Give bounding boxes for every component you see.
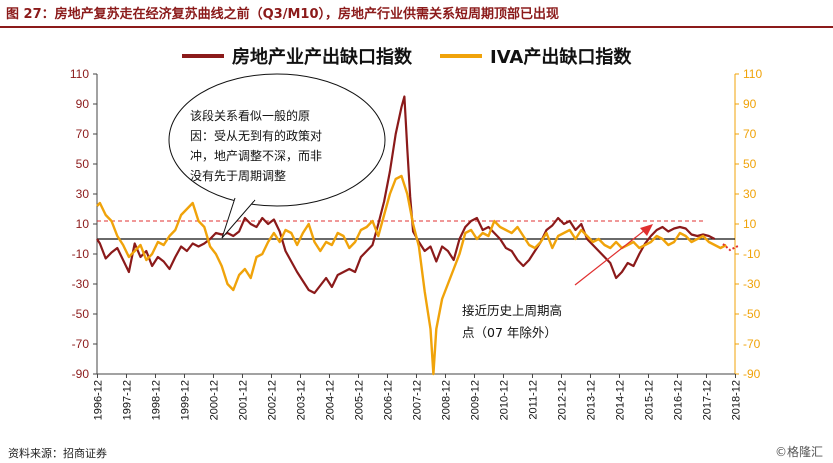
x-tick-label: 2011-12 — [527, 380, 539, 420]
x-tick-label: 2001-12 — [237, 380, 249, 420]
x-tick-label: 2013-12 — [585, 380, 597, 420]
x-tick-label: 2002-12 — [266, 380, 278, 420]
legend-label-2: IVA产出缺口指数 — [490, 46, 632, 68]
left-tick-label: -30 — [72, 277, 90, 291]
x-tick-label: 1998-12 — [150, 380, 162, 420]
right-tick-label: 10 — [743, 217, 757, 231]
x-tick-label: 2006-12 — [382, 380, 394, 420]
left-tick-label: -90 — [72, 367, 90, 381]
x-tick-label: 2017-12 — [701, 380, 713, 420]
source-note: 资料来源：招商证券 — [8, 447, 107, 460]
x-tick-label: 2008-12 — [440, 380, 452, 420]
title-divider — [0, 26, 833, 28]
callout-text-line: 因：受从无到有的政策对 — [190, 128, 322, 143]
left-tick-label: 110 — [70, 67, 89, 81]
callout-bubble — [168, 73, 386, 207]
note-arrow — [574, 229, 646, 286]
right-tick-label: 30 — [743, 187, 757, 201]
x-tick-label: 1997-12 — [121, 380, 133, 420]
callout-text-line: 冲，地产调整不深，而非 — [190, 148, 322, 163]
x-tick-label: 2007-12 — [411, 380, 423, 420]
x-tick-label: 2004-12 — [324, 380, 336, 420]
figure-title: 图 27：房地产复苏走在经济复苏曲线之前（Q3/M10），房地产行业供需关系短周… — [6, 7, 559, 22]
right-tick-label: 70 — [743, 127, 757, 141]
left-tick-label: 70 — [76, 127, 90, 141]
left-tick-label: -10 — [72, 247, 90, 261]
left-tick-label: 10 — [76, 217, 90, 231]
callout-pointer — [221, 197, 256, 239]
x-tick-label: 2009-12 — [469, 380, 481, 420]
callout-text-line: 该段关系看似一般的原 — [190, 108, 310, 123]
right-tick-label: -90 — [743, 367, 761, 381]
callout-text-line: 没有先于周期调整 — [190, 168, 286, 183]
note-text-line: 接近历史上周期高 — [462, 303, 562, 318]
right-tick-label: 90 — [743, 97, 757, 111]
x-tick-label: 2014-12 — [614, 380, 626, 420]
left-tick-label: 50 — [76, 157, 90, 171]
left-tick-label: -70 — [72, 337, 90, 351]
right-tick-label: -30 — [743, 277, 761, 291]
series-line-2 — [96, 174, 727, 376]
legend-label-1: 房地产业产出缺口指数 — [232, 46, 413, 68]
x-tick-label: 2012-12 — [556, 380, 568, 420]
x-tick-label: 2015-12 — [643, 380, 655, 420]
x-tick-label: 2003-12 — [295, 380, 307, 420]
x-tick-label: 2018-12 — [730, 380, 742, 420]
right-tick-label: -70 — [743, 337, 761, 351]
right-tick-label: -10 — [743, 247, 761, 261]
watermark: ©格隆汇 — [774, 445, 823, 459]
callout-pointer-mask — [235, 197, 255, 201]
x-tick-label: 2000-12 — [208, 380, 220, 420]
x-tick-label: 1996-12 — [92, 380, 104, 420]
series-line-1 — [96, 95, 716, 295]
forecast-tail-marker — [722, 243, 739, 252]
right-tick-label: -50 — [743, 307, 761, 321]
right-tick-label: 110 — [743, 67, 762, 81]
x-tick-label: 2016-12 — [672, 380, 684, 420]
x-tick-label: 2010-12 — [498, 380, 510, 420]
left-tick-label: 90 — [76, 97, 90, 111]
left-tick-label: 30 — [76, 187, 90, 201]
x-tick-label: 1999-12 — [179, 380, 191, 420]
line-chart: 110 110 90 90 70 70 50 50 30 30 10 10 -10 -10 -30 -30 -5… — [70, 46, 763, 420]
right-tick-label: 50 — [743, 157, 757, 171]
x-tick-label: 2005-12 — [353, 380, 365, 420]
note-arrowhead — [640, 224, 653, 236]
note-text-line: 点（07 年除外） — [462, 325, 557, 340]
left-tick-label: -50 — [72, 307, 90, 321]
